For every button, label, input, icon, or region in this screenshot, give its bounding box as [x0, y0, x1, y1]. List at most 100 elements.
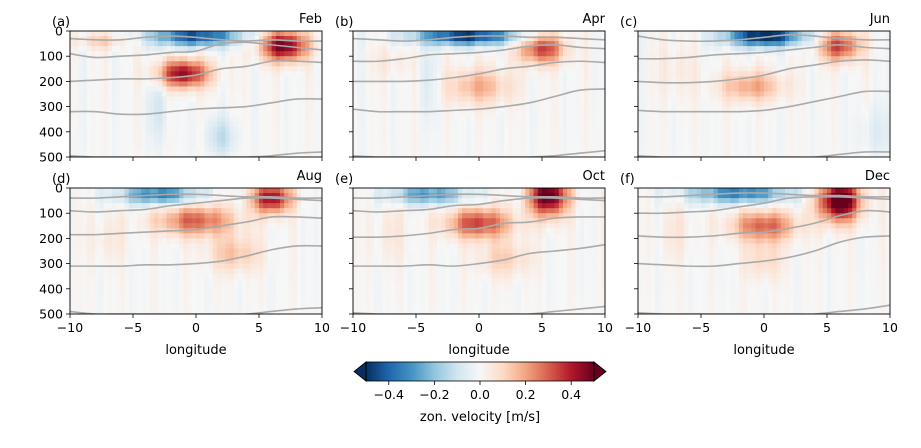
heatmap-cell	[70, 203, 75, 209]
heatmap-cell	[116, 31, 121, 37]
heatmap-cell	[696, 131, 702, 138]
heatmap-cell	[124, 218, 130, 224]
heatmap-cell	[508, 86, 514, 93]
heatmap-cell	[246, 46, 252, 52]
heatmap-cell	[309, 106, 315, 113]
heatmap-cell	[797, 81, 803, 88]
heatmap-cell	[305, 66, 310, 72]
heatmap-cell	[365, 141, 371, 148]
heatmap-cell	[810, 116, 815, 123]
heatmap-cell	[191, 136, 197, 143]
heatmap-cell	[659, 146, 664, 153]
heatmap-cell	[382, 96, 388, 103]
heatmap-cell	[885, 96, 890, 103]
heatmap-cell	[158, 111, 163, 118]
heatmap-cell	[357, 51, 362, 57]
heatmap-cell	[86, 223, 92, 229]
heatmap-cell	[120, 141, 126, 148]
heatmap-cell	[521, 51, 526, 57]
heatmap-cell	[675, 51, 681, 57]
heatmap-cell	[116, 146, 121, 153]
heatmap-cell	[751, 121, 757, 128]
heatmap-cell	[309, 51, 315, 57]
heatmap-cell	[128, 283, 134, 290]
heatmap-cell	[789, 41, 794, 47]
heatmap-cell	[495, 111, 501, 118]
heatmap-cell	[233, 86, 239, 93]
heatmap-cell	[856, 121, 862, 128]
heatmap-cell	[479, 146, 484, 153]
heatmap-cell	[191, 31, 197, 37]
heatmap-cell	[705, 76, 710, 82]
heatmap-cell	[145, 116, 151, 123]
heatmap-cell	[491, 91, 497, 98]
heatmap-cell	[764, 96, 769, 103]
heatmap-cell	[250, 41, 256, 47]
heatmap-cell	[259, 71, 264, 77]
heatmap-cell	[751, 76, 757, 82]
heatmap-cell	[128, 71, 134, 77]
heatmap-cell	[717, 56, 723, 62]
heatmap-cell	[233, 126, 239, 133]
heatmap-cell	[271, 91, 277, 98]
heatmap-cell	[533, 46, 539, 52]
heatmap-cell	[848, 76, 853, 82]
heatmap-cell	[806, 81, 811, 88]
heatmap-cell	[839, 56, 845, 62]
heatmap-cell	[95, 51, 100, 57]
heatmap-cell	[82, 41, 88, 47]
heatmap-cell	[504, 51, 509, 57]
heatmap-cell	[212, 91, 218, 98]
heatmap-cell	[86, 233, 92, 239]
heatmap-cell	[780, 116, 786, 123]
heatmap-cell	[238, 46, 243, 52]
heatmap-cell	[667, 81, 673, 88]
heatmap-cell	[378, 151, 383, 157]
heatmap-cell	[772, 151, 778, 157]
heatmap-cell	[120, 198, 126, 204]
heatmap-cell	[361, 46, 367, 52]
heatmap-cell	[504, 91, 509, 98]
heatmap-cell	[680, 86, 685, 93]
heatmap-cell	[353, 131, 358, 138]
heatmap-cell	[445, 111, 451, 118]
heatmap-cell	[208, 131, 214, 138]
heatmap-cell	[158, 81, 163, 88]
heatmap-cell	[280, 101, 285, 108]
heatmap-cell	[709, 31, 715, 37]
heatmap-cell	[642, 111, 647, 118]
heatmap-cell	[95, 273, 100, 280]
heatmap-cell	[275, 31, 281, 37]
heatmap-cell	[827, 131, 832, 138]
heatmap-cell	[730, 101, 736, 108]
heatmap-cell	[713, 91, 719, 98]
heatmap-cell	[200, 141, 205, 148]
heatmap-cell	[229, 51, 235, 57]
heatmap-cell	[684, 111, 689, 118]
heatmap-cell	[374, 141, 379, 148]
heatmap-cell	[424, 81, 430, 88]
heatmap-cell	[128, 288, 134, 295]
heatmap-cell	[827, 86, 832, 93]
heatmap-cell	[212, 61, 218, 67]
heatmap-cell	[814, 31, 820, 37]
heatmap-cell	[120, 131, 126, 138]
heatmap-cell	[785, 126, 790, 133]
heatmap-cell	[759, 111, 765, 118]
heatmap-cell	[200, 76, 205, 82]
heatmap-cell	[563, 121, 568, 128]
heatmap-cell	[141, 51, 147, 57]
heatmap-cell	[254, 56, 260, 62]
heatmap-cell	[99, 51, 105, 57]
heatmap-cell	[449, 46, 455, 52]
heatmap-cell	[378, 41, 383, 47]
heatmap-cell	[275, 46, 281, 52]
heatmap-cell	[680, 111, 685, 118]
heatmap-cell	[529, 141, 535, 148]
heatmap-cell	[671, 96, 677, 103]
heatmap-cell	[107, 268, 113, 275]
heatmap-cell	[128, 258, 134, 265]
heatmap-cell	[120, 243, 126, 250]
heatmap-cell	[137, 233, 142, 239]
heatmap-cell	[191, 96, 197, 103]
